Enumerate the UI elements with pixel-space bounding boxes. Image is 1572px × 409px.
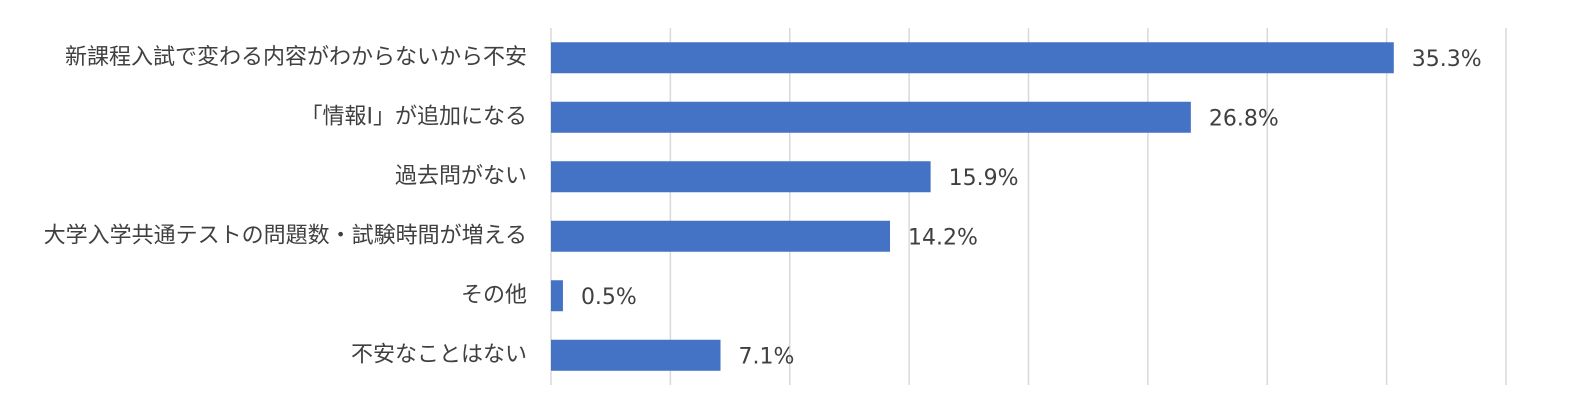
bar: [551, 220, 891, 252]
y-tick-label: 過去問がない: [395, 164, 527, 189]
y-tick-label: 大学入学共通テストの問題数・試験時間が増える: [44, 223, 527, 248]
y-tick-label: 不安なことはない: [351, 342, 527, 367]
y-tick-label: その他: [461, 283, 527, 308]
value-label: 35.3%: [1412, 47, 1482, 72]
y-tick-label: 「情報Ⅰ」が追加になる: [301, 104, 528, 129]
value-label: 26.8%: [1209, 106, 1279, 131]
bar: [551, 280, 563, 312]
value-label: 14.2%: [908, 225, 978, 250]
value-label: 15.9%: [949, 166, 1019, 191]
y-tick-label: 新課程入試で変わる内容がわからないから不安: [65, 45, 527, 70]
bar: [551, 101, 1191, 133]
value-label: 0.5%: [581, 285, 637, 310]
bar: [551, 161, 931, 193]
bar: [551, 339, 721, 371]
value-label: 7.1%: [739, 344, 795, 369]
bar: [551, 42, 1394, 74]
